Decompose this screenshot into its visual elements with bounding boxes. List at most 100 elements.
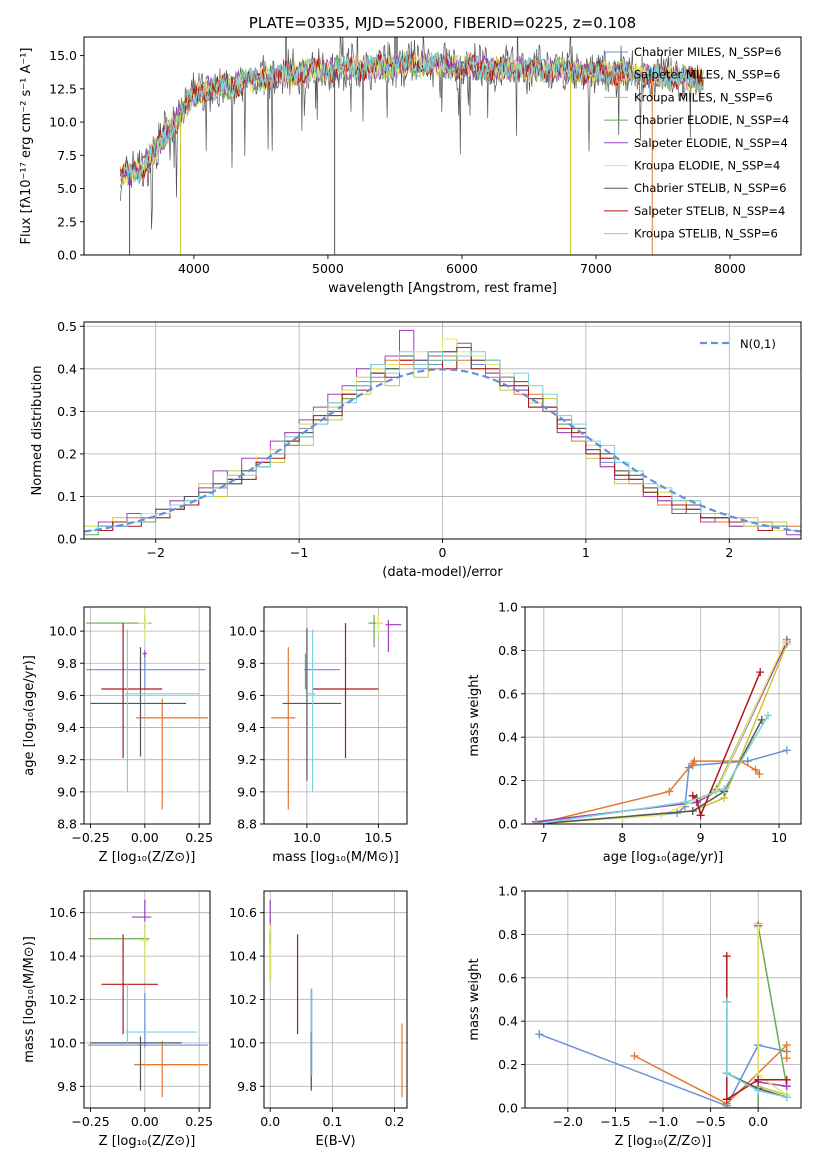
y-tick-label: 9.0 (57, 784, 77, 799)
y-tick-label: 0.2 (498, 1057, 518, 1072)
y-tick-label: 9.6 (57, 688, 77, 703)
legend-entry: Kroupa ELODIE, N_SSP=4 (634, 159, 780, 173)
data-point (722, 1095, 731, 1104)
y-tick-label: 9.0 (237, 784, 257, 799)
x-tick-label: 0.25 (185, 830, 213, 845)
data-point (680, 798, 689, 807)
y-tick-label: 0.2 (498, 773, 518, 788)
y-tick-label: 9.4 (57, 720, 77, 735)
y-tick-label: 0.3 (57, 404, 77, 419)
legend-entry: Salpeter STELIB, N_SSP=4 (634, 204, 785, 218)
series-line-8 (535, 715, 769, 824)
y-tick-label: 7.5 (57, 148, 77, 163)
x-tick-label: 8000 (714, 261, 746, 276)
plot-area-1 (84, 322, 801, 539)
series-line-7 (692, 671, 761, 818)
x-tick-label: 8 (618, 830, 626, 845)
series-line-2 (535, 643, 788, 824)
spectrum-line-6 (119, 37, 704, 230)
x-tick-label: 5000 (312, 261, 344, 276)
x-tick-label: 9 (697, 830, 705, 845)
y-tick-label: 0.0 (498, 817, 518, 832)
x-tick-label: −1.0 (648, 1114, 678, 1129)
data-point (722, 952, 731, 961)
y-tick-label: 0.0 (57, 248, 77, 263)
series-line-8 (726, 1001, 787, 1098)
data-point (754, 1075, 763, 1084)
y-tick-label: 10.0 (229, 624, 257, 639)
y-tick-label: 0.0 (57, 532, 77, 547)
legend-entry: Kroupa MILES, N_SSP=6 (634, 90, 773, 104)
y-tick-label: 10.2 (229, 992, 257, 1007)
data-point (690, 757, 699, 766)
y-tick-label: 9.8 (237, 656, 257, 671)
data-point (782, 746, 791, 755)
y-tick-label: 10.0 (49, 115, 77, 130)
x-tick-label: −0.25 (71, 830, 109, 845)
y-tick-label: 0.4 (498, 730, 518, 745)
y-tick-label: 15.0 (49, 48, 77, 63)
legend-entry: Kroupa STELIB, N_SSP=6 (634, 227, 778, 241)
y-axis-label: mass [log₁₀(M/M⊙)] (22, 936, 37, 1063)
data-point (722, 1069, 731, 1078)
legend-entry: N(0,1) (740, 337, 776, 351)
y-tick-label: 2.5 (57, 214, 77, 229)
y-tick-label: 9.2 (57, 752, 77, 767)
y-tick-label: 10.4 (229, 949, 257, 964)
y-tick-label: 10.0 (49, 624, 77, 639)
x-tick-label: 0.0 (748, 1114, 768, 1129)
y-axis-label: mass weight (467, 958, 482, 1040)
data-point (782, 1041, 791, 1050)
x-tick-label: 4000 (178, 261, 210, 276)
plot-area-2 (84, 607, 210, 824)
axes-frame (524, 606, 802, 825)
x-tick-label: −2 (146, 545, 164, 560)
legend-entry: Chabrier STELIB, N_SSP=6 (634, 181, 786, 195)
data-point (754, 923, 763, 932)
x-tick-label: 0.00 (131, 1114, 159, 1129)
y-tick-label: 0.6 (498, 970, 518, 985)
y-tick-label: 0.5 (57, 319, 77, 334)
data-point (756, 668, 765, 677)
y-axis-label: mass weight (467, 674, 482, 756)
y-tick-label: 10.6 (49, 905, 77, 920)
x-tick-label: 10.0 (293, 830, 321, 845)
y-tick-label: 0.8 (498, 643, 518, 658)
y-tick-label: 8.8 (57, 817, 77, 832)
x-tick-label: 0.2 (385, 1114, 405, 1129)
y-axis-label: age [log₁₀(age/yr)] (22, 655, 37, 776)
x-axis-label: mass [log₁₀(M/M⊙)] (272, 850, 399, 865)
x-tick-label: 0.00 (131, 830, 159, 845)
data-point (757, 715, 766, 724)
data-point (764, 711, 773, 720)
data-point (722, 997, 731, 1006)
series-line-0 (539, 1033, 787, 1107)
x-tick-label: 7 (540, 830, 548, 845)
data-point (630, 1051, 639, 1060)
data-point (657, 811, 666, 820)
data-point (688, 806, 697, 815)
plot-area-7 (525, 891, 801, 1108)
plot-area-5 (84, 891, 210, 1108)
y-tick-label: 10.0 (49, 1035, 77, 1050)
y-tick-label: 9.8 (237, 1079, 257, 1094)
x-tick-label: 0.0 (260, 1114, 280, 1129)
chart-title: PLATE=0335, MJD=52000, FIBERID=0225, z=0… (249, 14, 636, 32)
y-tick-label: 0.1 (57, 489, 77, 504)
x-axis-label: Z [log₁₀(Z/Z⊙)] (615, 1134, 712, 1149)
data-point (665, 787, 674, 796)
x-axis-label: age [log₁₀(age/yr)] (603, 850, 724, 865)
y-tick-label: 9.4 (237, 720, 257, 735)
x-tick-label: 2 (725, 545, 733, 560)
legend-entry: Salpeter MILES, N_SSP=6 (634, 68, 780, 82)
y-tick-label: 0.0 (498, 1101, 518, 1116)
x-tick-label: 0.1 (322, 1114, 342, 1129)
y-tick-label: 9.6 (237, 688, 257, 703)
data-point (531, 820, 540, 824)
y-tick-label: 1.0 (498, 600, 518, 615)
plot-area-0 (119, 37, 704, 255)
y-tick-label: 1.0 (498, 884, 518, 899)
x-axis-label: Z [log₁₀(Z/Z⊙)] (99, 1134, 196, 1149)
y-tick-label: 9.8 (57, 656, 77, 671)
